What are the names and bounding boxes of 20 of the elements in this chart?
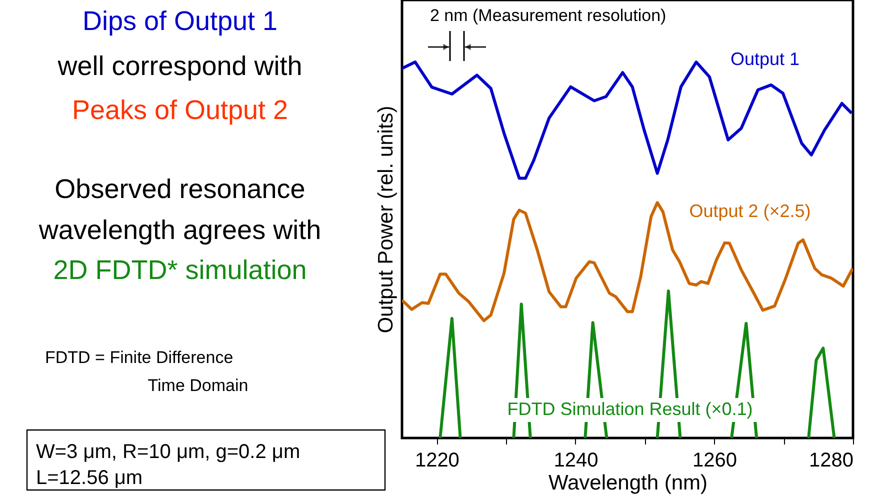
text: Time Domain	[148, 376, 248, 395]
text: wavelength agrees with	[38, 215, 322, 245]
x-tick-label: 1280	[809, 450, 854, 472]
text: 2D FDTD* simulation	[53, 255, 307, 285]
text: FDTD = Finite Difference	[45, 348, 234, 367]
series-label: FDTD Simulation Result (×0.1)	[507, 399, 753, 419]
text: Dips of Output 1	[82, 6, 278, 36]
x-tick-label: 1220	[414, 450, 460, 472]
x-tick-label: 1240	[554, 450, 598, 472]
x-tick-label: 1260	[692, 450, 737, 472]
x-axis-title: Wavelength (nm)	[548, 472, 708, 494]
text: well correspond with	[56, 51, 302, 81]
y-axis-title: Output Power (rel. units)	[374, 106, 398, 334]
text: W=3 μm, R=10 μm, g=0.2 μm	[36, 441, 300, 463]
text: Peaks of Output 2	[72, 95, 288, 125]
series-label: Output 2 (×2.5)	[689, 201, 811, 221]
text: 2 nm (Measurement resolution)	[430, 6, 666, 25]
text: L=12.56 μm	[36, 467, 143, 489]
text: Observed resonance	[54, 174, 306, 204]
series-label: Output 1	[730, 49, 800, 69]
